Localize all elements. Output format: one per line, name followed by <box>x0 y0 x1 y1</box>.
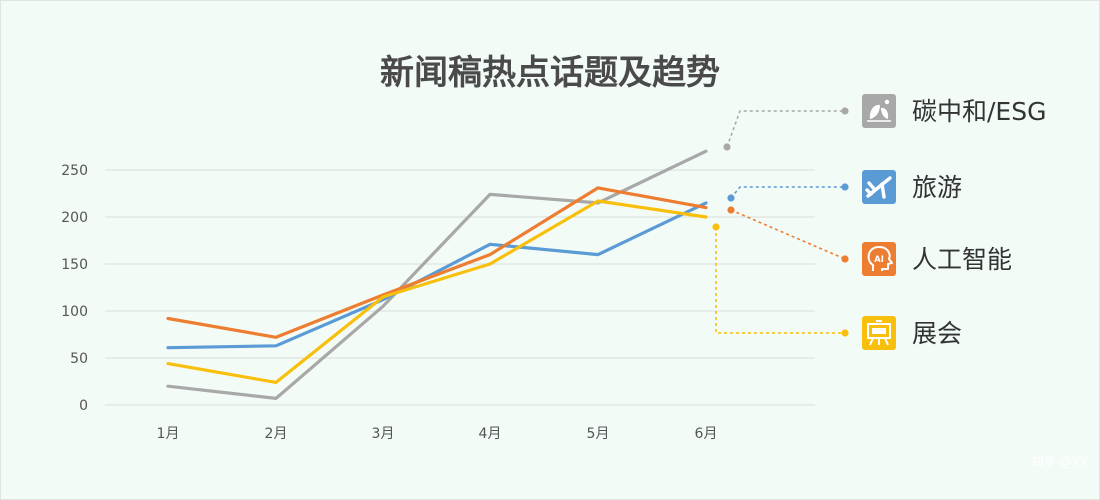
leader-end-dot <box>841 107 849 115</box>
legend-leader-2 <box>730 209 846 260</box>
leader-start-dot <box>723 143 731 151</box>
legend-label-1: 旅游 <box>912 173 962 202</box>
ai-head-icon: AI <box>862 242 896 276</box>
airplane-icon <box>862 170 896 204</box>
series-line-3 <box>166 199 708 384</box>
leaf-icon <box>862 94 896 128</box>
leader-start-dot <box>712 223 720 231</box>
chart-title: 新闻稿热点话题及趋势 <box>380 53 720 93</box>
leader-start-dot <box>727 194 735 202</box>
y-tick-label: 250 <box>61 163 88 179</box>
y-tick-label: 200 <box>61 210 88 226</box>
x-tick-label: 4月 <box>479 426 502 442</box>
y-tick-label: 0 <box>79 398 88 414</box>
leader-end-dot <box>841 255 849 263</box>
series-line-2 <box>166 186 708 339</box>
watermark: 知乎 @XX <box>1032 455 1088 469</box>
leader-end-dot <box>841 183 849 191</box>
legend-leader-0 <box>726 110 845 148</box>
leader-start-dot <box>727 206 735 214</box>
series-lines <box>166 149 708 400</box>
legend-label-2: 人工智能 <box>912 245 1012 274</box>
y-axis: 0 50 100 150 200 250 <box>61 163 88 414</box>
x-tick-label: 5月 <box>587 426 610 442</box>
x-tick-label: 3月 <box>372 426 395 442</box>
series-line-0 <box>166 149 708 400</box>
legend-label-3: 展会 <box>912 319 962 348</box>
legend-label-0: 碳中和/ESG <box>912 97 1046 126</box>
legend-leader-1 <box>730 186 845 199</box>
x-tick-label: 2月 <box>265 426 288 442</box>
x-tick-label: 1月 <box>157 426 180 442</box>
y-tick-label: 150 <box>61 257 88 273</box>
x-axis: 1月 2月 3月 4月 5月 6月 <box>157 426 718 442</box>
y-tick-label: 100 <box>61 304 88 320</box>
easel-icon <box>862 316 896 350</box>
legend-leader-3 <box>715 227 845 334</box>
svg-text:AI: AI <box>874 255 884 265</box>
leader-end-dot <box>841 329 849 337</box>
y-tick-label: 50 <box>70 351 88 367</box>
x-tick-label: 6月 <box>695 426 718 442</box>
series-line-1 <box>166 201 708 350</box>
